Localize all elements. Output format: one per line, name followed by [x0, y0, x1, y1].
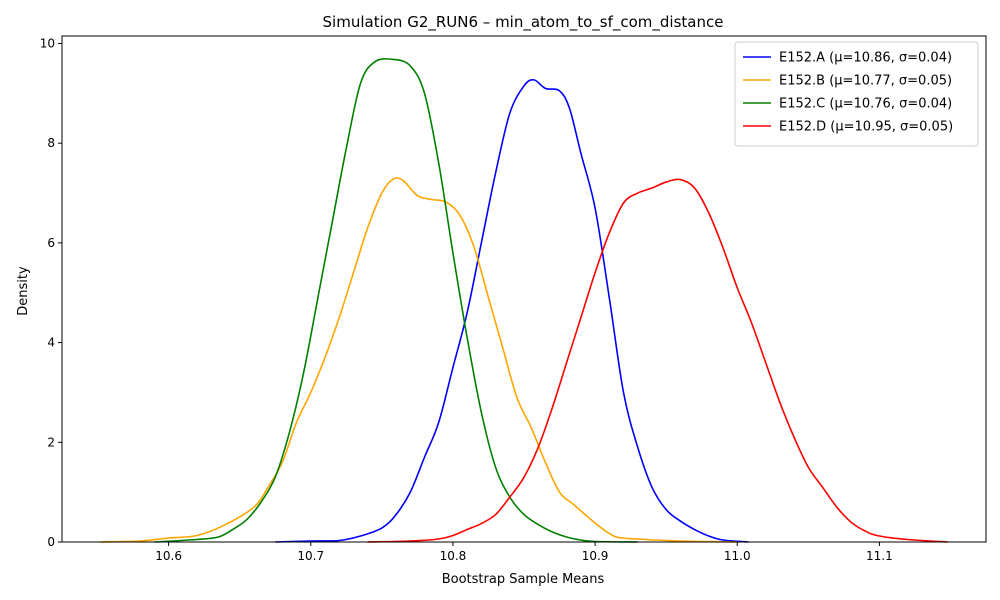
legend-label-2: E152.B (μ=10.77, σ=0.05)	[779, 74, 952, 89]
series-line-4	[367, 178, 948, 543]
x-tick-label: 10.6	[155, 549, 182, 563]
x-axis-label: Bootstrap Sample Means	[442, 572, 605, 587]
x-tick-label: 10.7	[297, 549, 324, 563]
y-tick-label: 2	[47, 435, 55, 449]
x-tick-label: 11.1	[866, 549, 893, 563]
legend-box	[734, 41, 979, 147]
y-tick-label: 10	[40, 36, 55, 50]
series-line-1	[275, 78, 749, 543]
axes-frame	[61, 35, 987, 543]
x-tick-label: 11.0	[724, 549, 751, 563]
x-tick-label: 10.9	[582, 549, 609, 563]
axes: 10.6 10.7 10.8 10.9 11.0 11.1 0 2 4 6 8 10	[40, 35, 987, 563]
x-tick-label: 10.8	[440, 549, 467, 563]
legend-label-4: E152.D (μ=10.95, σ=0.05)	[779, 120, 953, 135]
y-tick-label: 6	[47, 236, 55, 250]
y-tick-label: 8	[47, 136, 55, 150]
series-line-3	[154, 58, 638, 543]
legend-label-3: E152.C (μ=10.76, σ=0.04)	[779, 97, 952, 112]
chart-title: Simulation G2_RUN6 – min_atom_to_sf_com_…	[323, 13, 724, 32]
legend-label-1: E152.A (μ=10.86, σ=0.04)	[779, 51, 952, 66]
y-tick-label: 0	[47, 535, 55, 549]
y-tick-label: 4	[47, 336, 55, 350]
y-axis-label: Density	[16, 266, 31, 316]
legend: E152.A (μ=10.86, σ=0.04) E152.B (μ=10.77,…	[734, 41, 979, 147]
plot-area	[100, 58, 948, 543]
series-line-2	[100, 177, 738, 543]
